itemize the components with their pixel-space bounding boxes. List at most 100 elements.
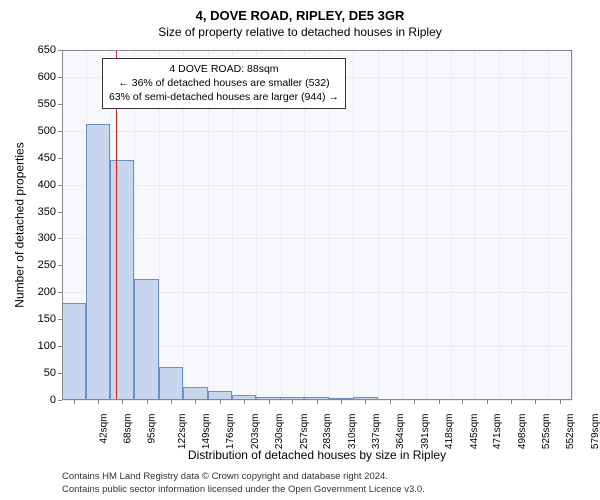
- x-tick-label: 95sqm: [147, 414, 158, 444]
- x-tick-mark: [244, 400, 245, 404]
- x-tick-mark: [487, 400, 488, 404]
- x-tick-mark: [147, 400, 148, 404]
- gridline-h: [62, 238, 572, 239]
- y-tick-label: 50: [26, 367, 56, 379]
- y-tick-label: 450: [26, 152, 56, 164]
- histogram-bar: [110, 160, 134, 400]
- gridline-v: [353, 50, 354, 400]
- histogram-chart: 4 DOVE ROAD: 88sqm ← 36% of detached hou…: [62, 50, 572, 400]
- gridline-v: [402, 50, 403, 400]
- y-tick-label: 650: [26, 44, 56, 56]
- y-tick-label: 400: [26, 179, 56, 191]
- x-tick-label: 42sqm: [99, 414, 110, 444]
- y-tick-mark: [58, 346, 62, 347]
- y-axis-label: Number of detached properties: [14, 50, 26, 400]
- y-tick-mark: [58, 77, 62, 78]
- page-subtitle: Size of property relative to detached ho…: [0, 23, 600, 39]
- y-tick-mark: [58, 265, 62, 266]
- gridline-v: [499, 50, 500, 400]
- y-tick-mark: [58, 292, 62, 293]
- x-tick-mark: [511, 400, 512, 404]
- x-tick-label: 68sqm: [122, 414, 133, 444]
- gridline-v: [474, 50, 475, 400]
- x-tick-label: 230sqm: [274, 414, 285, 450]
- gridline-h: [62, 131, 572, 132]
- y-tick-label: 300: [26, 232, 56, 244]
- histogram-bar: [62, 303, 86, 400]
- x-tick-mark: [414, 400, 415, 404]
- x-axis-label: Distribution of detached houses by size …: [62, 448, 572, 462]
- y-tick-mark: [58, 104, 62, 105]
- y-tick-mark: [58, 212, 62, 213]
- annotation-line: 4 DOVE ROAD: 88sqm: [109, 62, 339, 76]
- gridline-v: [378, 50, 379, 400]
- x-tick-label: 579sqm: [590, 414, 600, 450]
- footer-line: Contains HM Land Registry data © Crown c…: [62, 471, 572, 483]
- x-tick-label: 498sqm: [517, 414, 528, 450]
- page-title: 4, DOVE ROAD, RIPLEY, DE5 3GR: [0, 0, 600, 23]
- x-tick-label: 418sqm: [444, 414, 455, 450]
- x-tick-label: 176sqm: [225, 414, 236, 450]
- footer-line: Contains public sector information licen…: [62, 484, 572, 496]
- annotation-line: ← 36% of detached houses are smaller (53…: [109, 76, 339, 90]
- x-tick-mark: [269, 400, 270, 404]
- histogram-bar: [159, 367, 183, 400]
- y-tick-mark: [58, 50, 62, 51]
- histogram-bar: [208, 391, 232, 400]
- y-tick-label: 100: [26, 340, 56, 352]
- gridline-v: [548, 50, 549, 400]
- gridline-v: [451, 50, 452, 400]
- x-tick-label: 525sqm: [541, 414, 552, 450]
- x-tick-mark: [122, 400, 123, 404]
- y-tick-mark: [58, 185, 62, 186]
- y-tick-mark: [58, 373, 62, 374]
- histogram-bar: [134, 279, 158, 400]
- x-tick-mark: [462, 400, 463, 404]
- y-tick-mark: [58, 400, 62, 401]
- y-tick-label: 600: [26, 71, 56, 83]
- x-tick-mark: [439, 400, 440, 404]
- x-tick-mark: [341, 400, 342, 404]
- x-tick-mark: [195, 400, 196, 404]
- y-tick-label: 350: [26, 206, 56, 218]
- x-tick-mark: [317, 400, 318, 404]
- x-tick-mark: [390, 400, 391, 404]
- x-tick-label: 337sqm: [371, 414, 382, 450]
- y-tick-label: 500: [26, 125, 56, 137]
- y-tick-mark: [58, 319, 62, 320]
- x-tick-label: 310sqm: [347, 414, 358, 450]
- x-tick-mark: [74, 400, 75, 404]
- x-tick-mark: [535, 400, 536, 404]
- x-tick-label: 391sqm: [420, 414, 431, 450]
- gridline-v: [523, 50, 524, 400]
- x-tick-label: 283sqm: [322, 414, 333, 450]
- x-tick-label: 552sqm: [565, 414, 576, 450]
- y-tick-label: 550: [26, 98, 56, 110]
- y-tick-mark: [58, 131, 62, 132]
- annotation-box: 4 DOVE ROAD: 88sqm ← 36% of detached hou…: [102, 58, 346, 109]
- y-tick-mark: [58, 158, 62, 159]
- gridline-v: [572, 50, 573, 400]
- x-tick-label: 203sqm: [250, 414, 261, 450]
- y-tick-mark: [58, 238, 62, 239]
- x-tick-label: 122sqm: [177, 414, 188, 450]
- y-tick-label: 200: [26, 286, 56, 298]
- x-tick-mark: [220, 400, 221, 404]
- x-tick-label: 471sqm: [492, 414, 503, 450]
- x-tick-label: 445sqm: [469, 414, 480, 450]
- annotation-line: 63% of semi-detached houses are larger (…: [109, 90, 339, 104]
- histogram-bar: [183, 387, 207, 400]
- histogram-bar: [86, 124, 110, 400]
- x-tick-mark: [292, 400, 293, 404]
- x-tick-label: 364sqm: [395, 414, 406, 450]
- gridline-v: [426, 50, 427, 400]
- y-tick-label: 150: [26, 313, 56, 325]
- x-tick-mark: [560, 400, 561, 404]
- x-tick-label: 149sqm: [201, 414, 212, 450]
- x-tick-mark: [98, 400, 99, 404]
- y-tick-label: 0: [26, 394, 56, 406]
- y-tick-label: 250: [26, 259, 56, 271]
- gridline-h: [62, 185, 572, 186]
- x-tick-label: 257sqm: [299, 414, 310, 450]
- x-tick-mark: [171, 400, 172, 404]
